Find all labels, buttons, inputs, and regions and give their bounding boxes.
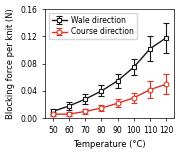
Legend: Wale direction, Course direction: Wale direction, Course direction <box>49 13 137 39</box>
X-axis label: Temperature (°C): Temperature (°C) <box>73 140 146 149</box>
Y-axis label: Blocking force per knit (N): Blocking force per knit (N) <box>6 8 15 119</box>
